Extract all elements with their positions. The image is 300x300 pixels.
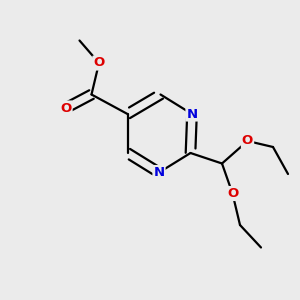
Text: O: O	[242, 134, 253, 148]
Text: O: O	[227, 187, 238, 200]
Text: N: N	[186, 107, 198, 121]
Text: O: O	[93, 56, 105, 70]
Text: N: N	[153, 166, 165, 179]
Text: O: O	[60, 101, 72, 115]
